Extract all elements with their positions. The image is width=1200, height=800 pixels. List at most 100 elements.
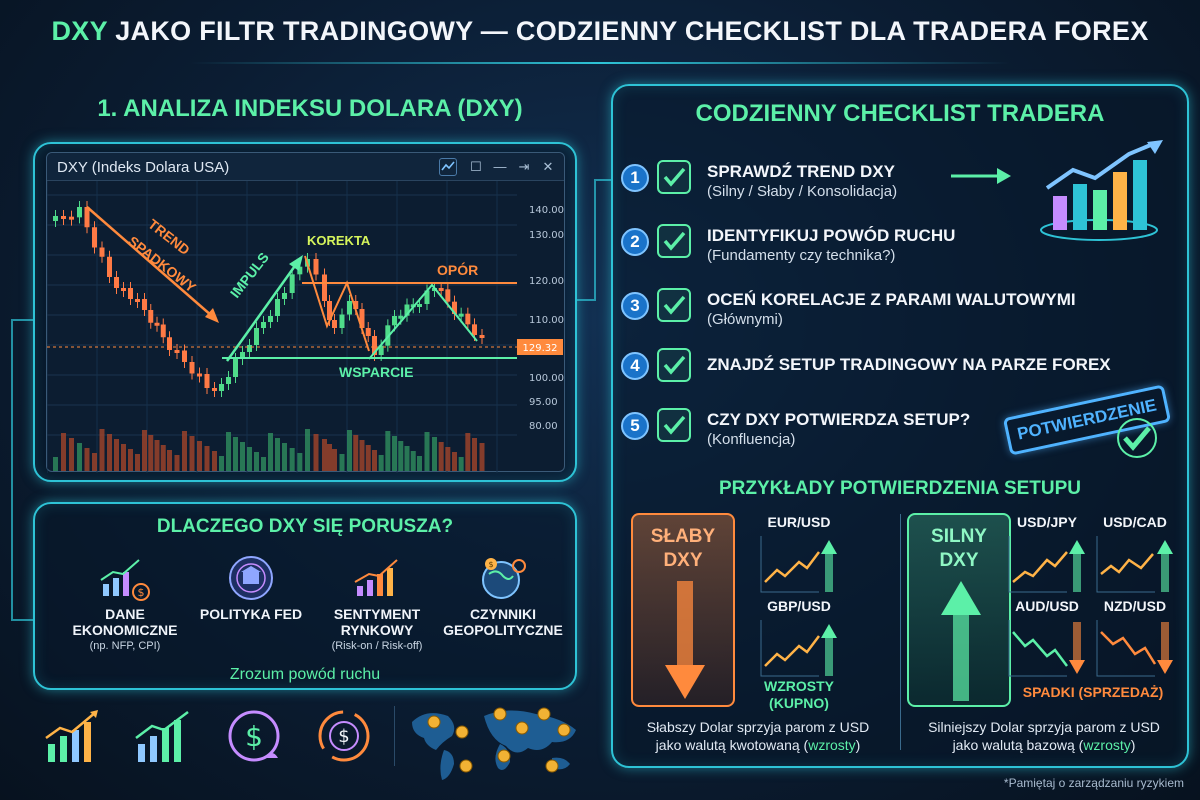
volume-bar (445, 447, 451, 471)
chart-titlebar: DXY (Indeks Dolara USA) ☐ — ⇥ ✕ (47, 153, 564, 181)
candle (174, 350, 180, 353)
title-rest: JAKO FILTR TRADINGOWY — CODZIENNY CHECKL… (107, 16, 1149, 46)
svg-text:$: $ (488, 560, 493, 569)
impulse-label: IMPULS (227, 249, 272, 301)
trend-arrow (86, 206, 213, 317)
why-sub: (Risk-on / Risk-off) (331, 640, 423, 652)
checklist-step-5[interactable]: 5 CZY DXY POTWIERDZA SETUP? (Konfluencja… (621, 406, 1181, 456)
volume-bar (353, 435, 359, 471)
pair-chart-eurusd: EUR/USD (759, 514, 839, 594)
rising-bars-icon (1040, 140, 1163, 241)
candle (121, 288, 126, 291)
checkbox-icon[interactable] (657, 160, 691, 194)
candle (182, 350, 187, 362)
candle (148, 310, 154, 323)
why-item-economic-data: $ DANE EKONOMICZNE (np. NFP, CPI) (65, 554, 185, 652)
candle (160, 324, 166, 338)
volume-bar (53, 457, 58, 471)
candle (268, 316, 273, 322)
arrow-up-icon (941, 581, 981, 701)
step-sub: (Silny / Słaby / Konsolidacja) (707, 183, 898, 200)
volume-bar (452, 452, 457, 471)
why-item-market-sentiment: SENTYMENT RYNKOWY (Risk-on / Risk-off) (317, 554, 437, 652)
price-tick-label: 120.00 (529, 276, 564, 287)
checklist-title: CODZIENNY CHECKLIST TRADERA (695, 100, 1105, 127)
step-number: 5 (621, 412, 649, 440)
volume-bar (385, 431, 391, 471)
candle (107, 256, 112, 277)
pair-chart-usdjpy: USD/JPY (1007, 514, 1087, 594)
volume-bar (268, 433, 273, 471)
step-number: 1 (621, 164, 649, 192)
volume-bar (305, 429, 310, 471)
why-title: DLACZEGO DXY SIĘ PORUSZA? (156, 516, 454, 537)
volume-bar (479, 443, 485, 471)
candle (392, 316, 397, 326)
volume-bar (365, 445, 371, 471)
candle (465, 313, 471, 325)
checklist-step-1[interactable]: 1 SPRAWDŹ TREND DXY (Silny / Słaby / Kon… (621, 158, 1181, 208)
growth-chart-icon (45, 710, 98, 762)
pair-chart-gbpusd: GBP/USD (759, 598, 839, 678)
pair-label: GBP/USD (767, 598, 831, 614)
candle (204, 374, 210, 388)
svg-text:$: $ (338, 726, 349, 747)
minimize-icon[interactable]: — (493, 159, 507, 174)
economic-data-icon: $ (100, 559, 150, 601)
price-tick-label: 95.00 (529, 397, 558, 408)
divider (900, 514, 901, 750)
pair-label: EUR/USD (767, 514, 831, 530)
checklist-step-2[interactable]: 2 IDENTYFIKUJ POWÓD RUCHU (Fundamenty cz… (621, 222, 1181, 272)
close-icon[interactable]: ✕ (542, 159, 554, 174)
volume-bar (372, 450, 377, 471)
candle (297, 266, 303, 275)
volume-bar (167, 450, 172, 471)
checklist-step-3[interactable]: 3 OCEŃ KORELACJE Z PARAMI WALUTOWYMI (Gł… (621, 286, 1181, 336)
svg-text:$: $ (245, 720, 263, 753)
bar-trend-icon (135, 711, 189, 762)
fed-seal-icon (229, 556, 273, 600)
resistance-label: OPÓR (437, 261, 478, 278)
candle (114, 277, 119, 288)
candle (378, 345, 384, 355)
chart-type-icon[interactable] (439, 158, 457, 176)
volume-bar (472, 438, 477, 471)
price-tick-label: 100.00 (529, 373, 564, 384)
step-title: ZNAJDŹ SETUP TRADINGOWY NA PARZE FOREX (707, 355, 1111, 374)
step-number: 2 (621, 228, 649, 256)
examples-title: PRZYKŁADY POTWIERDZENIA SETUPU (718, 478, 1082, 499)
checkbox-icon[interactable] (657, 288, 691, 322)
price-tick-label: 140.00 (529, 205, 564, 216)
price-tick-label: 130.00 (529, 230, 564, 241)
step-sub: (Konfluencja) (707, 431, 796, 448)
candle (313, 259, 319, 275)
volume-bar (339, 454, 345, 471)
candle (233, 359, 238, 377)
volume-bar (154, 440, 160, 471)
step-title: OCEŃ KORELACJE Z PARAMI WALUTOWYMI (707, 290, 1076, 309)
volume-bar (313, 434, 319, 471)
candle (219, 384, 224, 391)
checkbox-icon[interactable] (657, 224, 691, 258)
restore-icon[interactable]: ☐ (470, 159, 482, 174)
price-tick-label: 110.00 (529, 315, 564, 326)
checkbox-icon[interactable] (657, 408, 691, 442)
section-title-dxy-analysis: 1. ANALIZA INDEKSU DOLARA (DXY) (97, 95, 523, 122)
candle (359, 309, 365, 328)
volume-bar (148, 435, 154, 471)
why-item-geopolitics: $ CZYNNIKI GEOPOLITYCZNE (443, 554, 563, 640)
volume-bar (392, 436, 397, 471)
volume-bar (247, 447, 252, 471)
candle (445, 289, 451, 302)
pin-icon[interactable]: ⇥ (518, 159, 530, 174)
arrow-down-icon (665, 581, 705, 699)
correction-label: KOREKTA (307, 233, 371, 248)
candle (261, 322, 266, 328)
svg-text:$: $ (138, 586, 145, 599)
step-number: 4 (621, 352, 649, 380)
candle (240, 352, 245, 359)
checkbox-icon[interactable] (657, 348, 691, 382)
candle (53, 216, 58, 221)
chart-window-title: DXY (Indeks Dolara USA) (57, 159, 230, 176)
checklist-step-4[interactable]: 4 ZNAJDŹ SETUP TRADINGOWY NA PARZE FOREX (621, 346, 1181, 396)
